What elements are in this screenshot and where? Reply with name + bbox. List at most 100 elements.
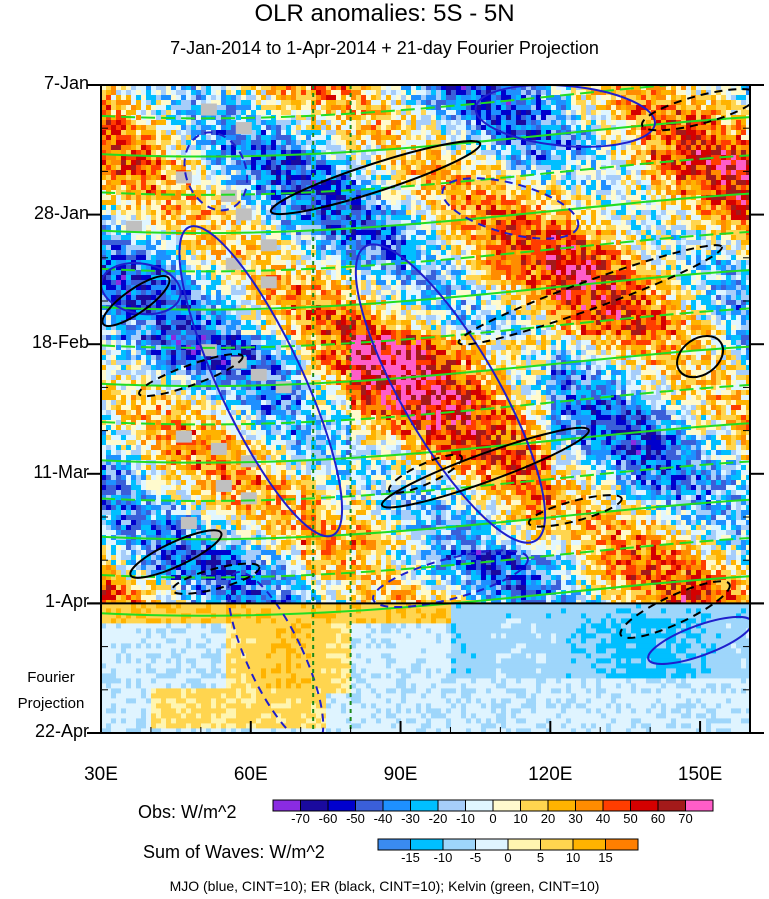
obs-cell xyxy=(496,235,502,241)
obs-cell xyxy=(266,135,272,141)
obs-cell xyxy=(666,220,672,226)
obs-cell xyxy=(676,230,682,236)
obs-cell xyxy=(226,100,232,106)
obs-cell xyxy=(201,210,207,216)
obs-cell xyxy=(301,120,307,126)
obs-cell xyxy=(656,85,662,91)
obs-cell xyxy=(481,200,487,206)
obs-cell xyxy=(111,160,117,166)
obs-cell xyxy=(551,260,557,266)
obs-cell xyxy=(661,125,667,131)
obs-cell xyxy=(591,235,597,241)
obs-cell xyxy=(296,255,302,261)
obs-cell xyxy=(351,210,357,216)
obs-cell xyxy=(226,170,232,176)
obs-cell xyxy=(451,155,457,161)
obs-cell xyxy=(346,210,352,216)
obs-cell xyxy=(451,115,457,121)
obs-cell xyxy=(366,180,372,186)
obs-cell xyxy=(676,115,682,121)
obs-cell xyxy=(171,85,177,91)
obs-cell xyxy=(711,210,717,216)
obs-cell xyxy=(701,235,707,241)
obs-cell xyxy=(156,155,162,161)
obs-cell xyxy=(281,135,287,141)
obs-cell xyxy=(491,180,497,186)
obs-cell xyxy=(576,240,582,246)
obs-cell xyxy=(416,265,422,271)
obs-cell xyxy=(421,125,427,131)
obs-cell xyxy=(261,90,267,96)
obs-cell xyxy=(306,125,312,131)
obs-cell xyxy=(126,200,132,206)
obs-cell xyxy=(741,145,747,151)
obs-cell xyxy=(581,105,587,111)
obs-cell xyxy=(241,250,247,256)
obs-cell xyxy=(636,215,642,221)
obs-cell xyxy=(481,145,487,151)
obs-cell xyxy=(701,165,707,171)
obs-cell xyxy=(696,210,702,216)
obs-cell xyxy=(101,155,107,161)
obs-cell xyxy=(531,240,537,246)
obs-cell xyxy=(301,145,307,151)
obs-cell xyxy=(486,160,492,166)
obs-cell xyxy=(616,145,622,151)
obs-cell xyxy=(521,230,527,236)
obs-cell xyxy=(686,185,692,191)
obs-cell xyxy=(411,95,417,101)
obs-cell xyxy=(721,255,727,261)
obs-cell xyxy=(161,175,167,181)
obs-cell xyxy=(171,110,177,116)
obs-cell xyxy=(526,115,532,121)
obs-cell xyxy=(476,205,482,211)
obs-cell xyxy=(431,100,437,106)
obs-cell xyxy=(351,215,357,221)
obs-cell xyxy=(216,240,222,246)
obs-cell xyxy=(666,250,672,256)
obs-cell xyxy=(481,165,487,171)
obs-cell xyxy=(201,160,207,166)
obs-cell xyxy=(721,250,727,256)
obs-cell xyxy=(571,220,577,226)
obs-cell xyxy=(171,215,177,221)
obs-cell xyxy=(546,95,552,101)
obs-cell xyxy=(291,240,297,246)
obs-cell xyxy=(436,95,442,101)
obs-cell xyxy=(551,130,557,136)
obs-cell xyxy=(666,265,672,271)
obs-cell xyxy=(551,190,557,196)
obs-cell xyxy=(206,240,212,246)
obs-cell xyxy=(711,200,717,206)
obs-cell xyxy=(596,85,602,91)
obs-cell xyxy=(341,110,347,116)
obs-cell xyxy=(486,110,492,116)
obs-cell xyxy=(571,100,577,106)
obs-cell xyxy=(136,145,142,151)
obs-cell xyxy=(731,185,737,191)
obs-cell xyxy=(316,225,322,231)
obs-cell xyxy=(176,100,182,106)
obs-cell xyxy=(706,220,712,226)
obs-cell xyxy=(461,110,467,116)
obs-cell xyxy=(131,120,137,126)
obs-cell xyxy=(381,160,387,166)
obs-cell xyxy=(151,240,157,246)
obs-cell xyxy=(446,270,452,276)
obs-cell xyxy=(246,180,252,186)
obs-cell xyxy=(351,255,357,261)
obs-cell xyxy=(391,240,397,246)
obs-cell xyxy=(191,110,197,116)
obs-cell xyxy=(671,105,677,111)
obs-cell xyxy=(636,180,642,186)
obs-cell xyxy=(636,185,642,191)
obs-cell xyxy=(606,125,612,131)
obs-cell xyxy=(156,220,162,226)
obs-cell xyxy=(556,155,562,161)
obs-cell xyxy=(301,260,307,266)
obs-cell xyxy=(371,260,377,266)
obs-cell xyxy=(166,140,172,146)
obs-cell xyxy=(266,205,272,211)
obs-cell xyxy=(186,210,192,216)
obs-cell xyxy=(351,140,357,146)
